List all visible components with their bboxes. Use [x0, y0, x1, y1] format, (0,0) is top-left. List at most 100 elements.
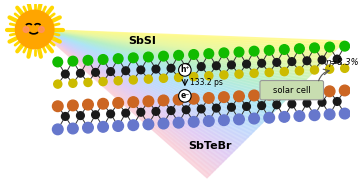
Circle shape	[83, 122, 93, 133]
Circle shape	[280, 68, 288, 76]
Circle shape	[143, 119, 154, 130]
Circle shape	[61, 70, 69, 78]
Circle shape	[113, 121, 123, 131]
Polygon shape	[38, 29, 331, 57]
Polygon shape	[38, 29, 279, 109]
Circle shape	[159, 74, 168, 82]
Polygon shape	[38, 29, 312, 77]
Polygon shape	[38, 29, 276, 112]
Circle shape	[212, 104, 220, 112]
Circle shape	[220, 71, 228, 79]
Circle shape	[212, 62, 220, 70]
Polygon shape	[38, 29, 309, 79]
Polygon shape	[38, 29, 270, 118]
Polygon shape	[38, 29, 284, 104]
Circle shape	[249, 46, 259, 56]
Polygon shape	[38, 29, 234, 153]
Circle shape	[234, 91, 244, 101]
Circle shape	[167, 64, 175, 72]
Circle shape	[339, 85, 350, 96]
Circle shape	[77, 112, 84, 119]
Circle shape	[288, 100, 296, 108]
Circle shape	[294, 111, 305, 121]
Polygon shape	[38, 29, 226, 161]
Circle shape	[264, 89, 274, 100]
Circle shape	[318, 98, 326, 106]
Polygon shape	[38, 29, 328, 60]
Polygon shape	[38, 29, 254, 134]
Polygon shape	[38, 29, 334, 55]
Circle shape	[173, 117, 184, 128]
Polygon shape	[38, 29, 345, 44]
Circle shape	[197, 63, 205, 70]
Polygon shape	[38, 29, 339, 49]
Circle shape	[325, 42, 334, 52]
Circle shape	[294, 88, 305, 98]
Circle shape	[324, 86, 335, 97]
Circle shape	[144, 75, 152, 83]
Circle shape	[152, 108, 160, 115]
Circle shape	[38, 27, 44, 32]
Circle shape	[228, 61, 235, 69]
Circle shape	[174, 50, 183, 60]
Circle shape	[114, 77, 122, 85]
Polygon shape	[38, 29, 306, 82]
Circle shape	[61, 113, 69, 120]
Circle shape	[158, 118, 169, 129]
Circle shape	[205, 72, 213, 80]
Polygon shape	[38, 29, 259, 129]
Circle shape	[264, 46, 274, 55]
Polygon shape	[38, 29, 314, 74]
Polygon shape	[38, 29, 317, 71]
Circle shape	[122, 109, 130, 117]
Polygon shape	[38, 29, 215, 172]
Text: SbSI: SbSI	[129, 36, 156, 46]
Circle shape	[68, 123, 78, 134]
Text: solar cell: solar cell	[273, 86, 311, 95]
Text: 133.2 ps: 133.2 ps	[190, 78, 223, 87]
Circle shape	[23, 27, 29, 32]
Circle shape	[250, 69, 258, 77]
Circle shape	[152, 65, 160, 73]
Circle shape	[113, 54, 123, 64]
Circle shape	[137, 108, 145, 116]
Circle shape	[324, 109, 335, 120]
Polygon shape	[38, 29, 301, 88]
Circle shape	[295, 67, 303, 75]
Circle shape	[83, 56, 93, 65]
Circle shape	[249, 113, 260, 124]
Circle shape	[53, 101, 63, 112]
Polygon shape	[38, 29, 273, 115]
Text: η=8.3%: η=8.3%	[326, 58, 359, 67]
Circle shape	[92, 111, 99, 119]
Circle shape	[53, 57, 62, 67]
Circle shape	[310, 43, 319, 53]
Circle shape	[318, 56, 326, 64]
Text: e⁻: e⁻	[180, 91, 189, 100]
Circle shape	[107, 68, 114, 75]
Circle shape	[235, 70, 243, 78]
Circle shape	[295, 44, 304, 53]
Circle shape	[326, 65, 334, 73]
Circle shape	[179, 64, 191, 76]
Circle shape	[137, 66, 145, 74]
Circle shape	[204, 116, 214, 126]
Circle shape	[179, 90, 191, 102]
Circle shape	[340, 64, 349, 72]
Circle shape	[265, 68, 273, 77]
Circle shape	[158, 95, 169, 106]
Circle shape	[107, 110, 114, 118]
Polygon shape	[38, 29, 224, 164]
Circle shape	[280, 45, 289, 54]
Circle shape	[234, 47, 244, 57]
Circle shape	[159, 51, 168, 61]
Circle shape	[53, 124, 63, 135]
Circle shape	[333, 55, 341, 63]
Polygon shape	[38, 29, 337, 52]
Circle shape	[182, 64, 190, 71]
Polygon shape	[38, 29, 248, 139]
Circle shape	[98, 122, 109, 132]
Polygon shape	[38, 29, 212, 175]
Circle shape	[83, 99, 93, 110]
Circle shape	[92, 69, 99, 76]
